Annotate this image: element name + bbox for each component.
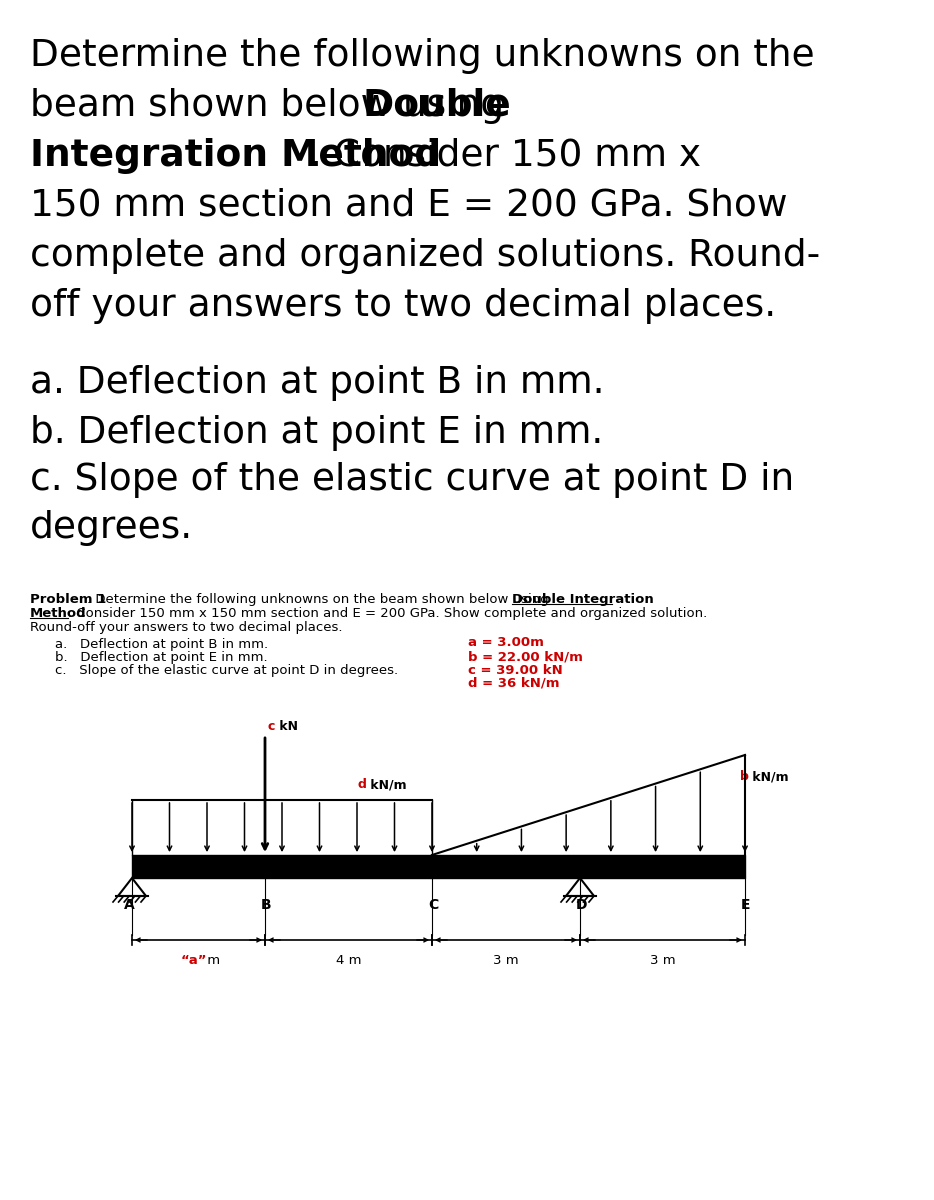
Text: 150 mm section and E = 200 GPa. Show: 150 mm section and E = 200 GPa. Show: [30, 188, 787, 224]
Text: b: b: [740, 770, 749, 782]
Text: . Consider 150 mm x 150 mm section and E = 200 GPa. Show complete and organized : . Consider 150 mm x 150 mm section and E…: [68, 607, 707, 620]
Text: “a”: “a”: [180, 954, 207, 967]
Text: beam shown below using: beam shown below using: [30, 88, 516, 124]
Text: 3 m: 3 m: [650, 954, 675, 967]
Text: m: m: [203, 954, 220, 967]
Bar: [132, 854, 745, 878]
Text: b = 22.00 kN/m: b = 22.00 kN/m: [468, 650, 583, 662]
Text: kN/m: kN/m: [748, 770, 788, 782]
Text: . Determine the following unknowns on the beam shown below using: . Determine the following unknowns on th…: [87, 593, 553, 606]
Text: complete and organized solutions. Round-: complete and organized solutions. Round-: [30, 238, 820, 274]
Text: b. Deflection at point E in mm.: b. Deflection at point E in mm.: [30, 415, 603, 451]
Text: b.   Deflection at point E in mm.: b. Deflection at point E in mm.: [55, 650, 268, 664]
Text: D: D: [576, 898, 587, 912]
Text: a = 3.00m: a = 3.00m: [468, 636, 544, 649]
Text: Method: Method: [30, 607, 87, 620]
Text: degrees.: degrees.: [30, 510, 193, 546]
Text: kN: kN: [275, 720, 298, 733]
Text: Double Integration: Double Integration: [512, 593, 654, 606]
Text: Double: Double: [362, 88, 511, 124]
Text: off your answers to two decimal places.: off your answers to two decimal places.: [30, 288, 776, 324]
Text: kN/m: kN/m: [366, 778, 406, 791]
Text: 4 m: 4 m: [335, 954, 361, 967]
Text: d = 36 kN/m: d = 36 kN/m: [468, 677, 559, 690]
Text: E: E: [741, 898, 751, 912]
Text: a. Deflection at point B in mm.: a. Deflection at point B in mm.: [30, 365, 604, 401]
Text: . Consider 150 mm x: . Consider 150 mm x: [310, 138, 701, 174]
Text: c. Slope of the elastic curve at point D in: c. Slope of the elastic curve at point D…: [30, 462, 794, 498]
Text: Integration Method: Integration Method: [30, 138, 441, 174]
Text: Determine the following unknowns on the: Determine the following unknowns on the: [30, 38, 814, 74]
Text: A: A: [124, 898, 134, 912]
Text: C: C: [428, 898, 438, 912]
Text: c.   Slope of the elastic curve at point D in degrees.: c. Slope of the elastic curve at point D…: [55, 664, 398, 677]
Text: B: B: [261, 898, 272, 912]
Text: c = 39.00 kN: c = 39.00 kN: [468, 664, 563, 677]
Text: a.   Deflection at point B in mm.: a. Deflection at point B in mm.: [55, 638, 268, 650]
Text: d: d: [358, 778, 367, 791]
Text: c: c: [267, 720, 275, 733]
Text: 3 m: 3 m: [493, 954, 518, 967]
Text: Problem 1: Problem 1: [30, 593, 106, 606]
Text: Round-off your answers to two decimal places.: Round-off your answers to two decimal pl…: [30, 622, 343, 634]
